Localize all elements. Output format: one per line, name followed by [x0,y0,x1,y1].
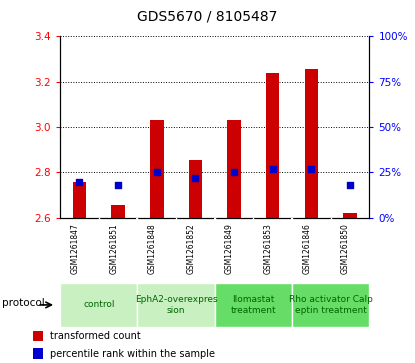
Bar [33,348,43,359]
Text: GSM1261846: GSM1261846 [303,223,311,274]
Bar [150,120,164,218]
Bar [33,331,43,341]
Bar [343,213,357,218]
Bar [60,283,137,327]
Bar [266,73,279,218]
Text: GSM1261853: GSM1261853 [264,223,273,274]
Text: protocol: protocol [2,298,45,308]
Point [347,182,353,188]
Text: GSM1261849: GSM1261849 [225,223,234,274]
Text: Ilomastat
treatment: Ilomastat treatment [231,295,276,315]
Text: GSM1261850: GSM1261850 [341,223,350,274]
Bar [305,69,318,218]
Point [192,175,199,181]
Bar [215,283,292,327]
Bar [292,283,369,327]
Point [308,166,315,172]
Text: GSM1261851: GSM1261851 [109,223,118,274]
Text: EphA2-overexpres
sion: EphA2-overexpres sion [135,295,217,315]
Text: GSM1261848: GSM1261848 [148,223,157,274]
Point [231,170,237,175]
Text: control: control [83,301,115,309]
Text: GDS5670 / 8105487: GDS5670 / 8105487 [137,9,278,23]
Bar [137,283,215,327]
Text: transformed count: transformed count [50,331,141,341]
Point [76,179,83,184]
Bar [73,182,86,218]
Point [269,166,276,172]
Text: Rho activator Calp
eptin treatment: Rho activator Calp eptin treatment [289,295,373,315]
Point [154,170,160,175]
Text: percentile rank within the sample: percentile rank within the sample [50,348,215,359]
Bar [111,205,125,218]
Bar [189,160,202,218]
Bar [227,120,241,218]
Text: GSM1261847: GSM1261847 [71,223,80,274]
Text: GSM1261852: GSM1261852 [186,223,195,274]
Point [115,182,122,188]
